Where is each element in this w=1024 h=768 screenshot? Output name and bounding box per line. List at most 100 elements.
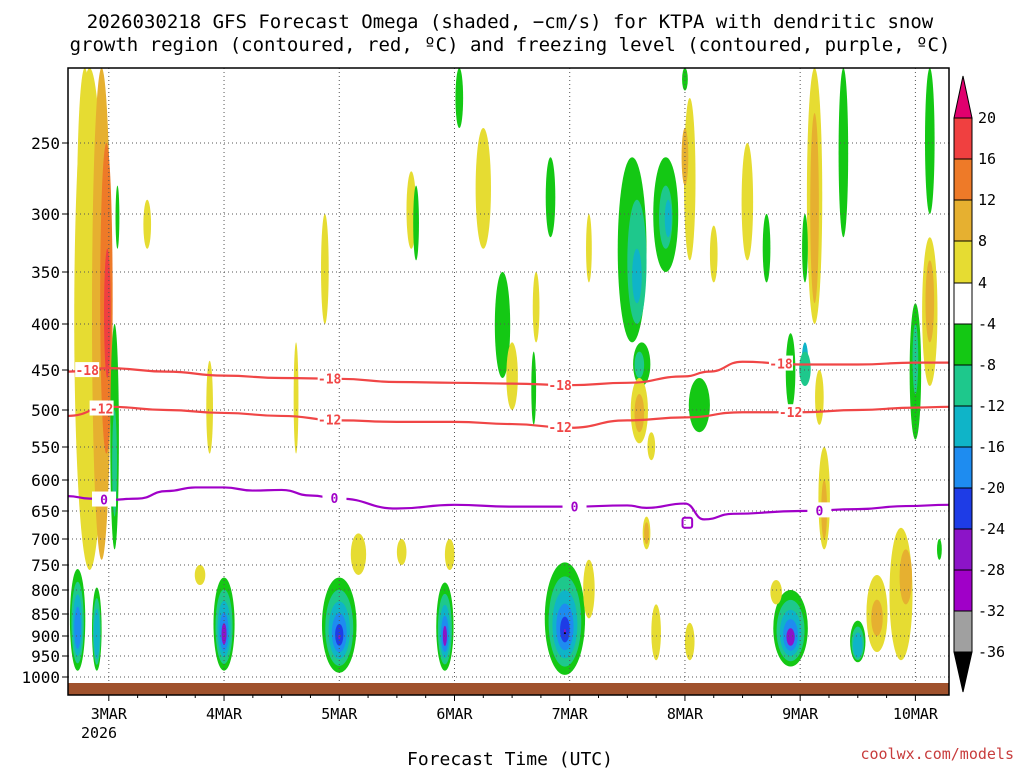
colorbar-segment (953, 487, 973, 530)
freezing-contour-label: 0 (331, 492, 339, 507)
minus12-contour-label-bg (548, 419, 573, 435)
x-tick-label: 10MAR (893, 705, 939, 723)
freezing-contour-label-bg (322, 490, 347, 506)
colorbar-label: -36 (978, 643, 1005, 661)
minus12-contour-label: -12 (548, 421, 571, 436)
minus12-contour-label: -12 (318, 414, 341, 429)
omega-cell (206, 360, 213, 454)
omega-core (221, 623, 227, 645)
omega-core (786, 628, 795, 646)
colorbar-label: -20 (978, 479, 1005, 497)
colorbar-label: 4 (978, 274, 987, 292)
y-tick-label: 800 (31, 581, 60, 600)
y-tick-label: 500 (31, 401, 60, 420)
x-tick-label: 6MAR (436, 705, 473, 723)
y-tick-label: 550 (31, 438, 60, 457)
y-tick-label: 400 (31, 315, 60, 334)
y-tick-label: 650 (31, 502, 60, 521)
colorbar-label: -12 (978, 397, 1005, 415)
omega-cell (810, 113, 819, 304)
omega-cell (664, 199, 672, 238)
colorbar-label: 20 (978, 109, 996, 127)
title-line-1: 2026030218 GFS Forecast Omega (shaded, −… (87, 11, 934, 33)
omega-cell (925, 260, 935, 343)
colorbar: 20 16 12 8 4 -4 -8 -12 -16 -20 -24 -28 -32 -36 (953, 75, 1005, 693)
minus18-contour-label-bg (75, 362, 100, 378)
minus18-contour-label-bg (317, 370, 342, 386)
minus18-contour-label: -18 (318, 373, 342, 388)
minus12-contour-label: -12 (90, 402, 113, 417)
omega-cell (802, 214, 808, 283)
y-tick-label: 300 (31, 205, 60, 224)
omega-cell (545, 157, 556, 238)
omega-cell (838, 68, 849, 238)
omega-cell (396, 539, 407, 565)
y-tick-label: 750 (31, 556, 60, 575)
minus18-contour (68, 360, 949, 387)
y-tick-label: 250 (31, 134, 60, 153)
omega-cell (684, 622, 695, 661)
omega-shading (69, 68, 942, 675)
freezing-contour-label: 0 (100, 494, 108, 509)
x-tick-label: 9MAR (782, 705, 819, 723)
freezing-contour-label: 0 (815, 504, 823, 519)
x-tick-label: 7MAR (552, 705, 589, 723)
omega-cell (651, 604, 661, 661)
colorbar-segment (953, 323, 973, 366)
plot-frame (67, 67, 950, 696)
omega-core (563, 632, 566, 635)
minus12-contour-label-bg (317, 411, 342, 427)
omega-cell (194, 565, 206, 585)
omega-cell (741, 143, 754, 261)
omega-cell (912, 324, 919, 394)
omega-cell (444, 539, 455, 570)
omega-cell (688, 378, 710, 433)
omega-cell (77, 68, 93, 343)
omega-cell (583, 559, 595, 619)
colorbar-segment (953, 240, 973, 284)
contour-labels: -18 -18 -18 -18 -12 -12 -12 -12 0 0 0 0 (75, 355, 832, 519)
contour-lines (68, 360, 949, 529)
colorbar-label: -8 (978, 356, 996, 374)
x-axis-title: Forecast Time (UTC) (407, 749, 613, 768)
freezing-contour-label: 0 (571, 501, 579, 516)
x-tick-label: 8MAR (667, 705, 704, 723)
colorbar-label: -32 (978, 602, 1005, 620)
colorbar-label: -28 (978, 561, 1005, 579)
omega-cell (112, 410, 117, 517)
x-axis: 3MAR 4MAR 5MAR 6MAR 7MAR 8MAR 9MAR 10MAR (91, 695, 939, 723)
colorbar-label: 16 (978, 150, 996, 168)
omega-cell (455, 68, 464, 128)
omega-core (853, 632, 863, 658)
colorbar-segment (953, 405, 973, 448)
colorbar-label: 8 (978, 232, 987, 250)
colorbar-bottom-arrow (953, 651, 973, 693)
freezing-contour-label-bg (562, 498, 587, 514)
colorbar-segment (953, 158, 973, 201)
omega-cell (682, 68, 688, 91)
omega-cell (531, 351, 537, 425)
ground-surface (68, 683, 949, 695)
colorbar-label: -24 (978, 520, 1005, 538)
y-tick-label: 850 (31, 605, 60, 624)
omega-cell (632, 248, 642, 304)
minus18-contour-label: -18 (769, 358, 793, 373)
x-year-label: 2026 (81, 724, 117, 742)
omega-cell (871, 599, 883, 636)
colorbar-segment (953, 569, 973, 612)
y-tick-label: 450 (31, 361, 60, 380)
omega-cell (413, 185, 419, 261)
omega-cell (647, 432, 656, 461)
omega-core (93, 608, 100, 659)
omega-cell (634, 394, 645, 433)
grid-lines (68, 68, 949, 683)
minus12-contour (68, 405, 949, 429)
y-tick-label: 900 (31, 627, 60, 646)
minus12-contour-label-bg (89, 400, 114, 416)
x-tick-label: 3MAR (91, 705, 128, 723)
omega-cell (785, 333, 796, 410)
minus18-contour-label: -18 (75, 364, 99, 379)
omega-cell (924, 68, 935, 214)
colorbar-segment (953, 117, 973, 160)
